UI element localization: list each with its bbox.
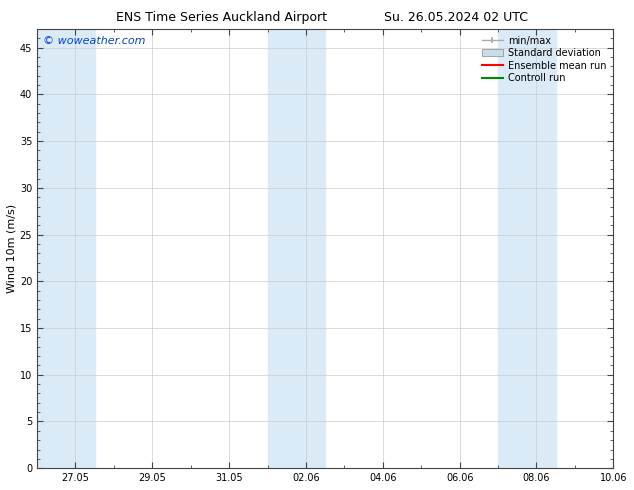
Bar (268, 29, 325, 468)
Text: © woweather.com: © woweather.com (43, 36, 145, 46)
Bar (37, 29, 94, 468)
Text: ENS Time Series Auckland Airport: ENS Time Series Auckland Airport (117, 11, 327, 24)
Text: Su. 26.05.2024 02 UTC: Su. 26.05.2024 02 UTC (384, 11, 529, 24)
Bar (498, 29, 555, 468)
Legend: min/max, Standard deviation, Ensemble mean run, Controll run: min/max, Standard deviation, Ensemble me… (478, 32, 611, 87)
Y-axis label: Wind 10m (m/s): Wind 10m (m/s) (7, 204, 17, 293)
